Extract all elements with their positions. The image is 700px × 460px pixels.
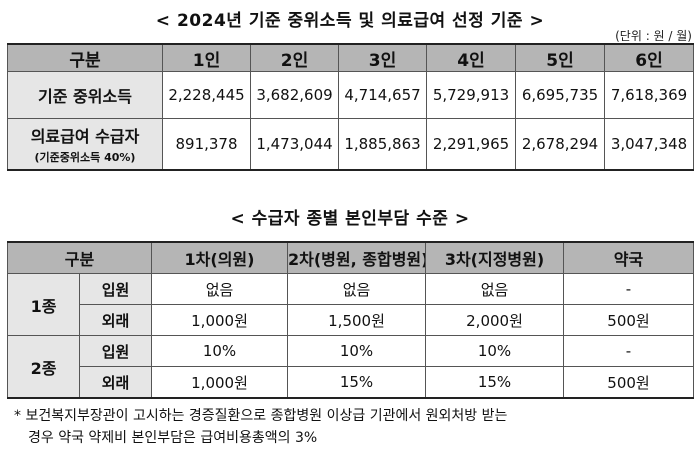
median-income-table: 구분 1인 2인 3인 4인 5인 6인 기준 중위소득 2,228,445 3… [7, 43, 694, 171]
copay-cell: 15% [426, 367, 564, 399]
medical-aid-value: 1,473,044 [251, 119, 339, 171]
copay-cell: 1,000원 [152, 367, 288, 399]
household-size-header: 3인 [339, 44, 427, 72]
footnote-line-2: 경우 약국 약제비 본인부담은 급여비용총액의 3% [14, 427, 694, 449]
footnote: * 보건복지부장관이 고시하는 경증질환으로 종합병원 이상급 기관에서 원외처… [14, 405, 694, 449]
care-type-label: 입원 [80, 274, 152, 305]
median-income-value: 2,228,445 [163, 72, 251, 119]
medical-aid-value: 891,378 [163, 119, 251, 171]
median-income-value: 7,618,369 [605, 72, 694, 119]
copay-cell: - [564, 274, 694, 305]
copay-cell: 1,500원 [288, 305, 426, 336]
copay-cell: 500원 [564, 305, 694, 336]
copay-table: 구분 1차(의원) 2차(병원, 종합병원) 3차(지정병원) 약국 1종 입원… [7, 241, 694, 399]
class1-label: 1종 [8, 274, 80, 336]
household-size-header: 1인 [163, 44, 251, 72]
table-row: 2종 입원 10% 10% 10% - [8, 336, 694, 367]
copay-cell: 없음 [152, 274, 288, 305]
table-row: 의료급여 수급자 (기준중위소득 40%) 891,378 1,473,044 … [8, 119, 694, 171]
copay-cell: 2,000원 [426, 305, 564, 336]
household-size-header: 4인 [427, 44, 516, 72]
institution-header: 1차(의원) [152, 242, 288, 274]
care-type-label: 입원 [80, 336, 152, 367]
institution-header: 약국 [564, 242, 694, 274]
medical-aid-label: 의료급여 수급자 [31, 127, 140, 146]
medical-aid-value: 3,047,348 [605, 119, 694, 171]
table1-corner-header: 구분 [8, 44, 163, 72]
income-table-title: < 2024년 기준 중위소득 및 의료급여 선정 기준 > [0, 6, 700, 31]
medical-aid-sublabel: (기준중위소득 40%) [8, 149, 162, 165]
copay-cell: 15% [288, 367, 426, 399]
copay-cell: 없음 [426, 274, 564, 305]
household-size-header: 2인 [251, 44, 339, 72]
medical-aid-value: 1,885,863 [339, 119, 427, 171]
care-type-label: 외래 [80, 305, 152, 336]
institution-header: 2차(병원, 종합병원) [288, 242, 426, 274]
median-income-value: 5,729,913 [427, 72, 516, 119]
table-row: 외래 1,000원 1,500원 2,000원 500원 [8, 305, 694, 336]
median-income-value: 6,695,735 [516, 72, 605, 119]
copay-cell: 10% [152, 336, 288, 367]
copay-cell: 10% [288, 336, 426, 367]
medical-aid-row-label: 의료급여 수급자 (기준중위소득 40%) [8, 119, 163, 171]
care-type-label: 외래 [80, 367, 152, 399]
medical-aid-value: 2,291,965 [427, 119, 516, 171]
table-row: 외래 1,000원 15% 15% 500원 [8, 367, 694, 399]
copay-cell: 없음 [288, 274, 426, 305]
median-income-row-label: 기준 중위소득 [8, 72, 163, 119]
footnote-line-1: * 보건복지부장관이 고시하는 경증질환으로 종합병원 이상급 기관에서 원외처… [14, 408, 507, 424]
copay-table-title: < 수급자 종별 본인부담 수준 > [0, 204, 700, 229]
institution-header: 3차(지정병원) [426, 242, 564, 274]
medical-aid-value: 2,678,294 [516, 119, 605, 171]
unit-label: (단위 : 원 / 월) [615, 27, 692, 44]
copay-cell: 500원 [564, 367, 694, 399]
class2-label: 2종 [8, 336, 80, 399]
copay-cell: 1,000원 [152, 305, 288, 336]
copay-cell: - [564, 336, 694, 367]
median-income-value: 3,682,609 [251, 72, 339, 119]
household-size-header: 5인 [516, 44, 605, 72]
table2-corner-header: 구분 [8, 242, 152, 274]
median-income-value: 4,714,657 [339, 72, 427, 119]
table-row: 기준 중위소득 2,228,445 3,682,609 4,714,657 5,… [8, 72, 694, 119]
copay-cell: 10% [426, 336, 564, 367]
household-size-header: 6인 [605, 44, 694, 72]
table-row: 1종 입원 없음 없음 없음 - [8, 274, 694, 305]
